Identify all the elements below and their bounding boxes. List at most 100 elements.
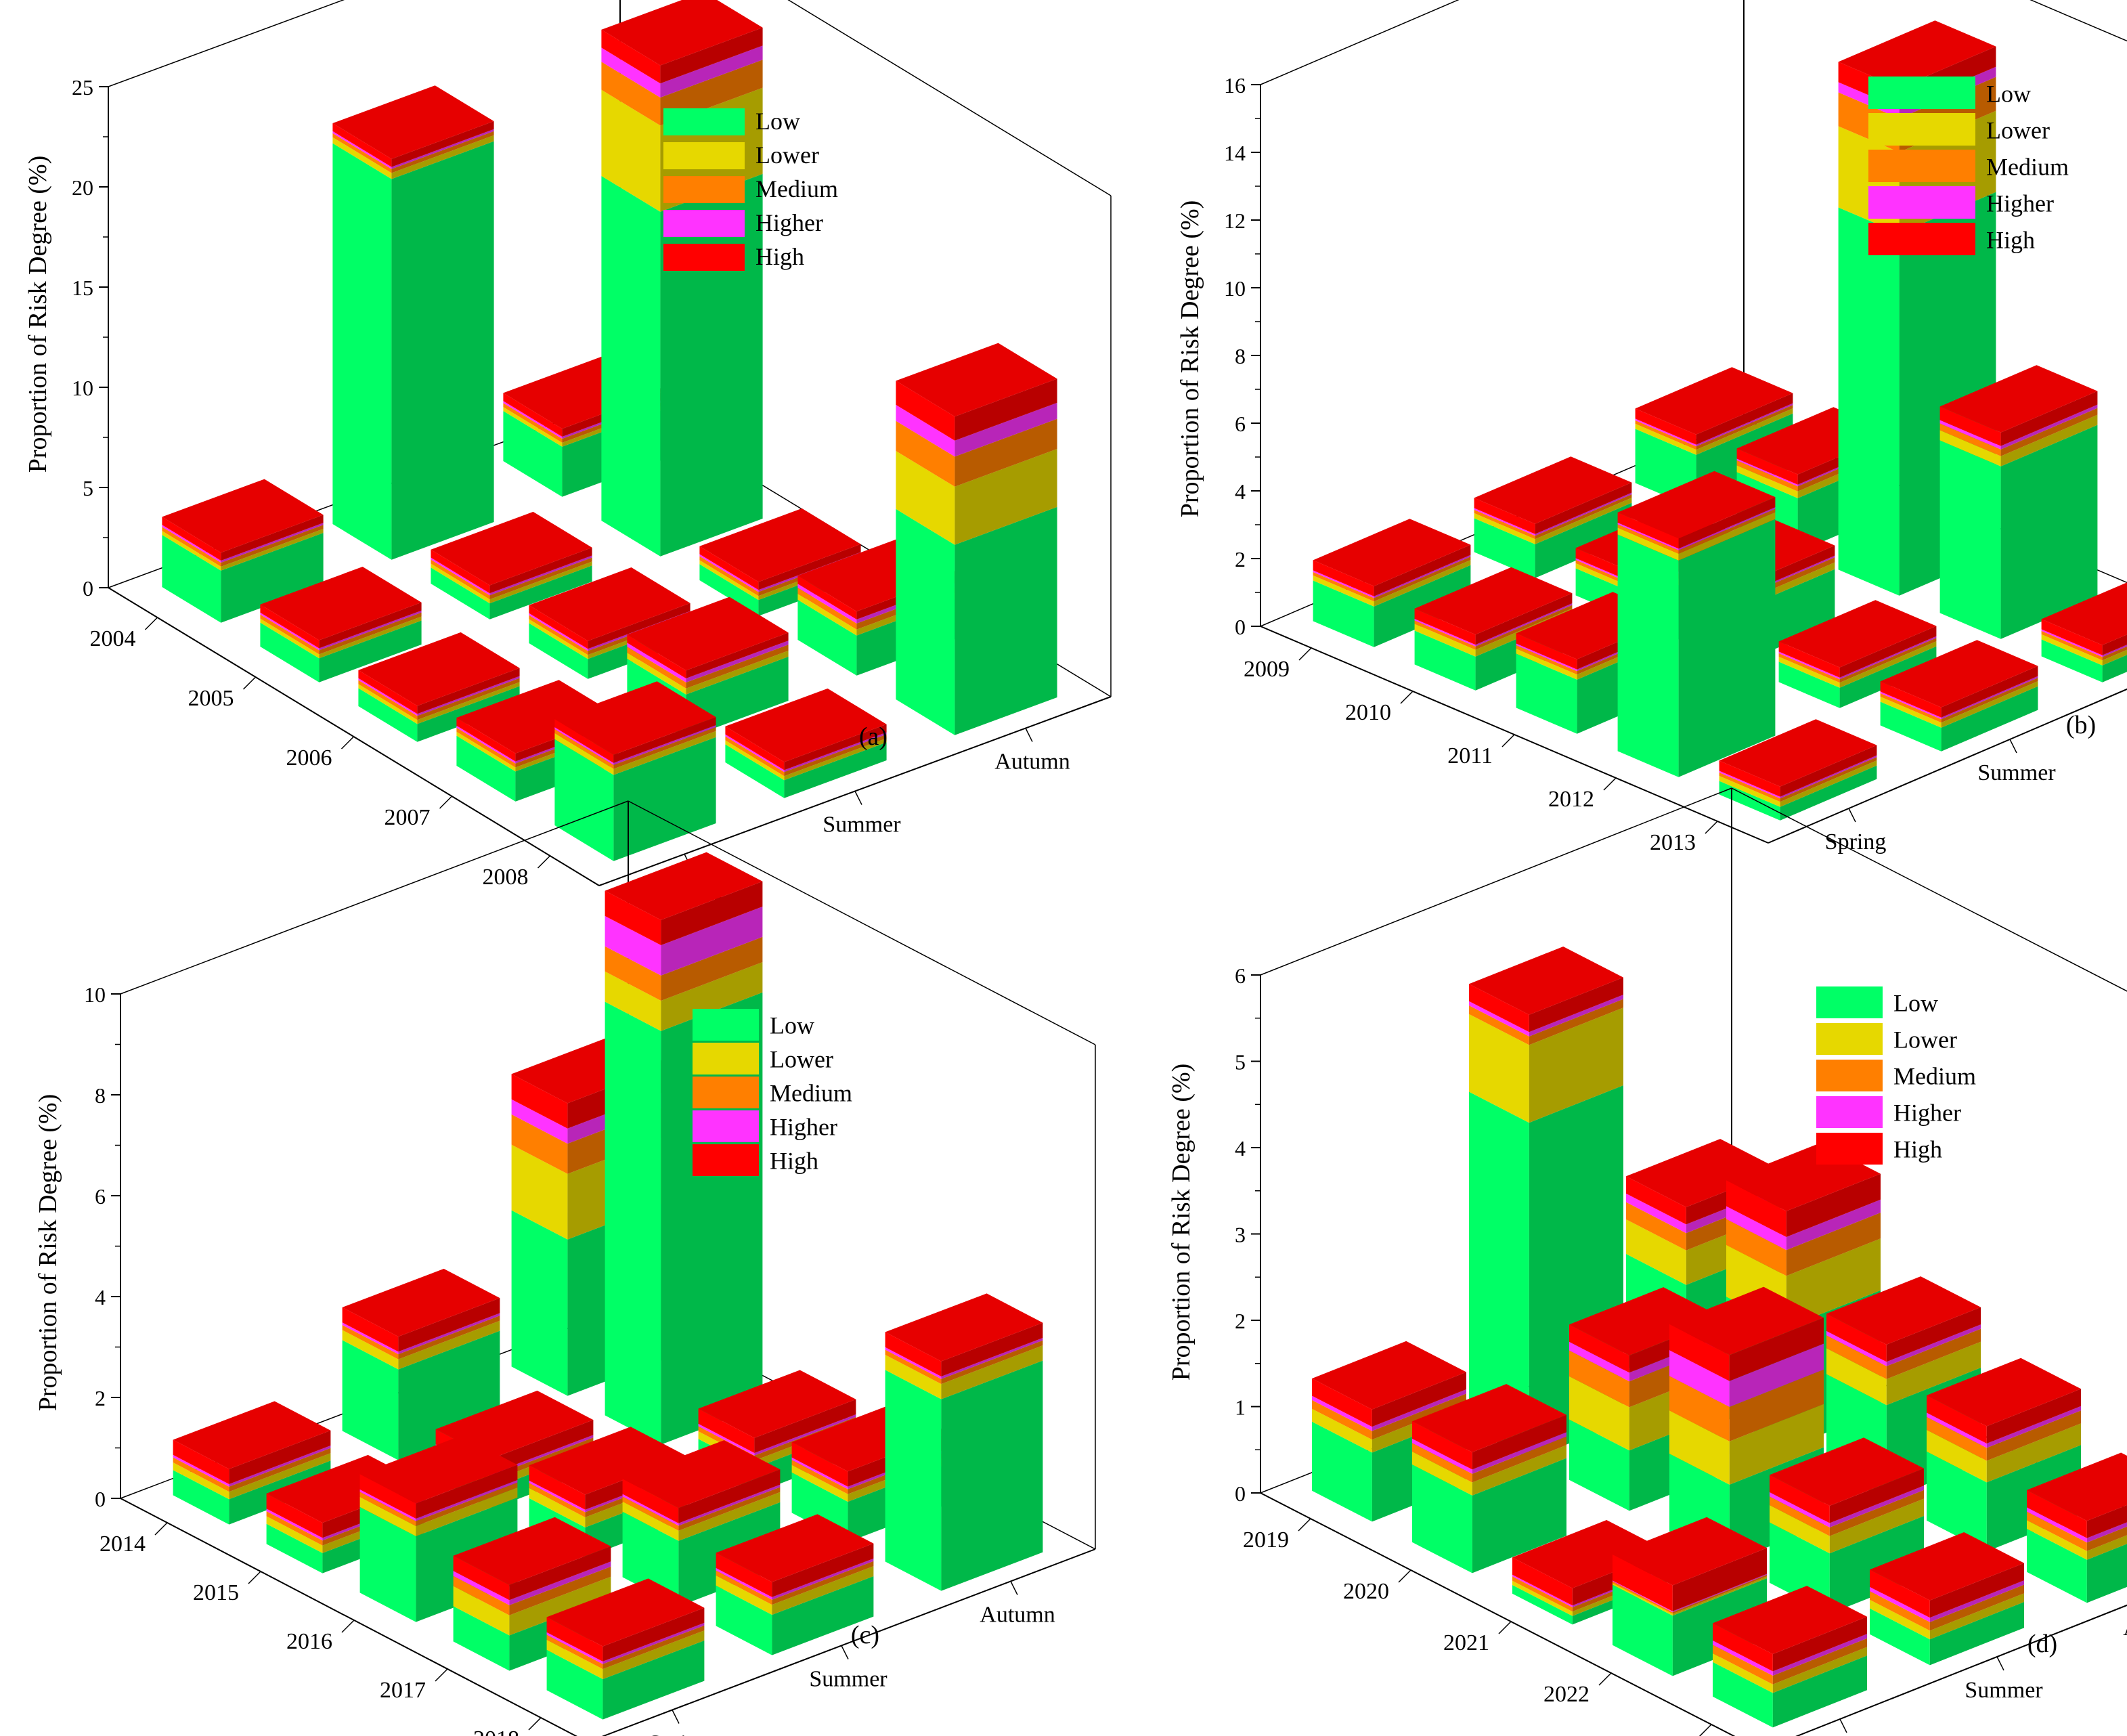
bar-segment — [173, 1454, 229, 1487]
bar-segment — [896, 451, 955, 545]
bar-segment — [1512, 1585, 1573, 1625]
year-tick-label: 2013 — [1650, 830, 1696, 855]
bar-segment — [1613, 1581, 1673, 1614]
bar-segment — [885, 1370, 942, 1591]
bar-top — [162, 479, 324, 553]
bar-segment — [602, 1630, 705, 1679]
bar-segment — [1374, 560, 1471, 607]
axis-line — [628, 800, 1096, 1045]
bar-segment — [1826, 1348, 1887, 1406]
bar-top — [1412, 1384, 1566, 1452]
bar-segment — [1713, 1653, 1773, 1693]
bar-segment — [716, 1585, 772, 1655]
bar — [162, 479, 324, 623]
bar-segment — [1412, 1464, 1472, 1574]
bar-segment — [1870, 1599, 1930, 1640]
legend-label: Higher — [770, 1114, 837, 1141]
axis-tick — [1598, 1672, 1612, 1686]
bar-segment — [1786, 1238, 1881, 1328]
bar-segment — [398, 1320, 500, 1370]
bar-top — [359, 1435, 518, 1504]
bar-segment — [332, 137, 392, 179]
z-tick-label: 10 — [72, 376, 93, 400]
axis-tick — [341, 1620, 355, 1633]
bar-segment — [1516, 633, 1577, 670]
bar-segment — [1312, 1395, 1372, 1431]
bar-segment — [1569, 1324, 1629, 1373]
bar-segment — [1613, 1584, 1673, 1676]
bar-segment — [941, 1360, 1043, 1591]
bar-segment — [358, 680, 418, 720]
bar-segment — [1939, 420, 2001, 450]
bar-segment — [456, 735, 516, 802]
bar-segment — [2000, 408, 2098, 456]
bar-segment — [885, 1332, 942, 1376]
bar-segment — [1696, 408, 1793, 455]
bar-segment — [941, 1322, 1043, 1376]
bar-segment — [1617, 527, 1679, 561]
bar — [716, 1514, 874, 1655]
bar-segment — [1726, 1180, 1786, 1237]
bar-segment — [1780, 745, 1877, 797]
bar-segment — [1729, 1343, 1824, 1407]
axis-tick — [154, 1522, 168, 1536]
bar-segment — [784, 738, 887, 781]
bar — [332, 85, 494, 560]
bar-segment — [699, 564, 759, 616]
bar-segment — [1719, 781, 1780, 821]
bar — [1880, 640, 2038, 752]
bar-segment — [554, 727, 614, 765]
bar-top — [435, 1390, 594, 1459]
bar-segment — [221, 529, 324, 571]
axis-tick — [1400, 691, 1413, 704]
legend-swatch — [693, 1144, 759, 1176]
year-tick-label: 2009 — [1244, 657, 1290, 682]
bar-segment — [797, 584, 857, 624]
bar-segment — [678, 1484, 781, 1526]
bar-top — [342, 1268, 500, 1337]
chart-panel: 0 2 4 6 8 10 2014 2015 2016 2017 2018 Spring Summer A… — [34, 800, 1096, 1736]
bar-segment — [1313, 560, 1374, 596]
z-tick-label: 10 — [1224, 276, 1246, 301]
year-tick-label: 2008 — [483, 865, 529, 890]
bar-segment — [416, 1464, 518, 1519]
bar-segment — [509, 1576, 611, 1636]
bar-segment — [1472, 1436, 1566, 1483]
legend-label: Medium — [755, 175, 838, 202]
bar-segment — [1770, 1496, 1830, 1536]
bar-segment — [1736, 448, 1798, 485]
year-tick-label: 2023 — [1644, 1733, 1690, 1736]
bar-segment — [941, 1345, 1043, 1399]
bar-segment — [489, 565, 592, 620]
bar-segment — [266, 1511, 323, 1546]
bar-segment — [602, 1641, 705, 1720]
legend-swatch — [693, 1043, 759, 1075]
legend-label: High — [1986, 226, 2035, 253]
bar-top — [332, 85, 494, 159]
bar-segment — [1626, 1176, 1686, 1225]
bar-segment — [772, 1558, 874, 1600]
season-tick-label: Autumn — [2123, 1615, 2127, 1641]
bar-top — [1313, 519, 1471, 586]
bar-segment — [1472, 1414, 1566, 1470]
bar-segment — [605, 946, 661, 1001]
y-axis-title: Proportion of Risk Degree (%) — [1176, 200, 1204, 518]
bar-segment — [1516, 653, 1577, 734]
legend-swatch — [1868, 77, 1975, 109]
bar-segment — [391, 141, 494, 560]
year-tick-label: 2015 — [193, 1580, 239, 1605]
bar-segment — [1927, 1451, 1987, 1552]
bar-top — [358, 632, 520, 706]
bar-segment — [1713, 1645, 1773, 1685]
bar-segment — [1870, 1591, 1930, 1631]
legend-swatch — [663, 210, 745, 237]
legend-swatch — [663, 244, 745, 271]
bar-top — [1613, 1517, 1767, 1586]
bar-segment — [896, 508, 955, 735]
bar-segment — [453, 1576, 510, 1615]
z-tick-label: 14 — [1224, 141, 1246, 165]
bar-segment — [2086, 1504, 2127, 1538]
bar-segment — [554, 733, 614, 775]
bar-segment — [1312, 1399, 1372, 1440]
bar-segment — [529, 615, 588, 655]
